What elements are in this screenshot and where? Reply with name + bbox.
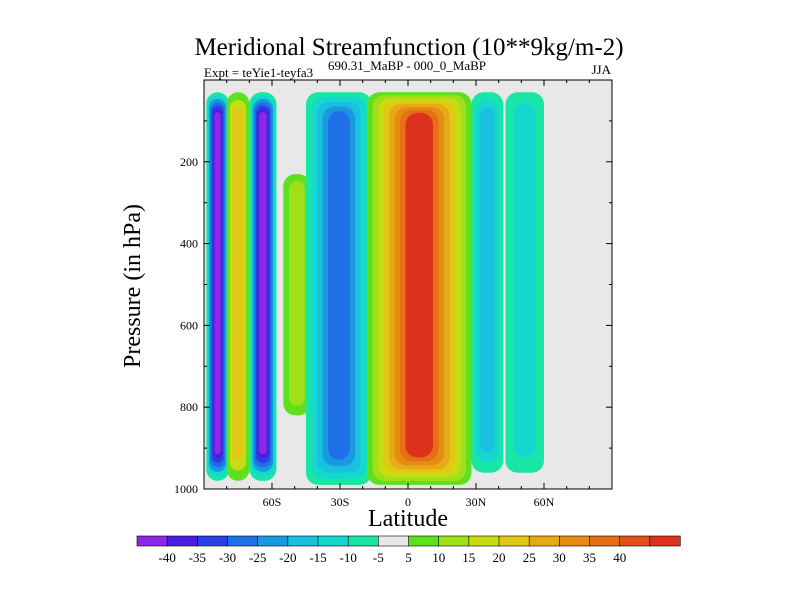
x-tick-label: 60S — [263, 495, 282, 509]
colorbar-swatch — [317, 535, 349, 547]
colorbar-label: 25 — [523, 550, 536, 565]
colorbar-swatch — [257, 535, 289, 547]
colorbar-label: 5 — [405, 550, 412, 565]
contour-cell-sh-narrow-positive-band — [226, 92, 250, 481]
x-axis-ticks: 60S 30S 0 30N 60N — [226, 80, 590, 509]
y-tick-label: 400 — [180, 237, 198, 251]
contour-field — [206, 92, 544, 485]
y-tick-label: 1000 — [174, 482, 198, 496]
colorbar-label: 40 — [613, 550, 626, 565]
colorbar-swatch — [408, 535, 440, 547]
contour-cell-sh-polar-band-outer — [206, 92, 229, 481]
colorbar-label: 30 — [553, 550, 566, 565]
colorbar-swatch — [227, 535, 259, 547]
colorbar-label: -15 — [309, 550, 326, 565]
colorbar-label: 15 — [462, 550, 475, 565]
chart-subtitle-left: Expt = teYie1-teyfa3 — [204, 65, 313, 80]
y-tick-label: 200 — [180, 155, 198, 169]
colorbar: -40 -35 -30 -25 -20 -15 -10 -5 5 10 15 20 25 30 35 40 — [136, 535, 681, 565]
contour-cell-nh-tropical-negative — [471, 92, 504, 473]
colorbar-swatch — [649, 535, 681, 547]
colorbar-label: 10 — [432, 550, 445, 565]
x-tick-label: 0 — [405, 495, 411, 509]
contour-level--40 — [214, 112, 221, 455]
colorbar-swatch — [197, 535, 229, 547]
contour-level--25 — [328, 111, 350, 460]
contour-cell-sh-polar-band-inner — [249, 92, 277, 481]
x-tick-label: 30N — [466, 495, 487, 509]
contour-level-20 — [233, 107, 243, 461]
colorbar-swatch — [589, 535, 621, 547]
chart-title: Meridional Streamfunction (10**9kg/m-2) — [194, 34, 623, 61]
y-axis-label: Pressure (in hPa) — [120, 204, 146, 368]
contour-level-10 — [289, 181, 305, 406]
y-axis-ticks: 200 400 600 800 1000 — [174, 120, 612, 496]
chart-subtitle-right: JJA — [591, 62, 611, 77]
colorbar-swatch — [347, 535, 379, 547]
contour-level--15 — [480, 107, 495, 453]
colorbar-label: -30 — [219, 550, 236, 565]
colorbar-label: -10 — [340, 550, 357, 565]
colorbar-label: -20 — [279, 550, 296, 565]
contour-cell-sh-subtropical-negative — [306, 92, 372, 485]
contour-cell-nh-midlat-negative — [505, 92, 544, 473]
colorbar-swatch — [136, 535, 168, 547]
colorbar-label: -5 — [373, 550, 384, 565]
colorbar-label: -40 — [159, 550, 176, 565]
colorbar-label: 35 — [583, 550, 596, 565]
colorbar-swatch — [287, 535, 319, 547]
y-tick-label: 800 — [180, 400, 198, 414]
x-tick-label: 30S — [331, 495, 350, 509]
colorbar-label: -35 — [189, 550, 206, 565]
colorbar-swatch — [559, 535, 591, 547]
contour-level--40 — [259, 112, 267, 455]
contour-level-40 — [405, 112, 434, 458]
contour-cell-sh-midlat-positive — [283, 174, 311, 416]
colorbar-swatch — [528, 535, 560, 547]
colorbar-swatch — [468, 535, 500, 547]
colorbar-swatch — [498, 535, 530, 547]
colorbar-swatch — [378, 535, 410, 547]
chart-subtitle-center: 690.31_MaBP - 000_0_MaBP — [328, 58, 486, 73]
contour-level--10 — [513, 103, 536, 458]
colorbar-swatch — [166, 535, 198, 547]
contour-cell-hadley-cell — [367, 92, 472, 485]
y-tick-label: 600 — [180, 318, 198, 332]
colorbar-label: 20 — [493, 550, 506, 565]
x-axis-label: Latitude — [368, 506, 448, 532]
x-tick-label: 60N — [534, 495, 555, 509]
colorbar-swatch — [619, 535, 651, 547]
colorbar-label: -25 — [249, 550, 266, 565]
colorbar-swatch — [438, 535, 470, 547]
